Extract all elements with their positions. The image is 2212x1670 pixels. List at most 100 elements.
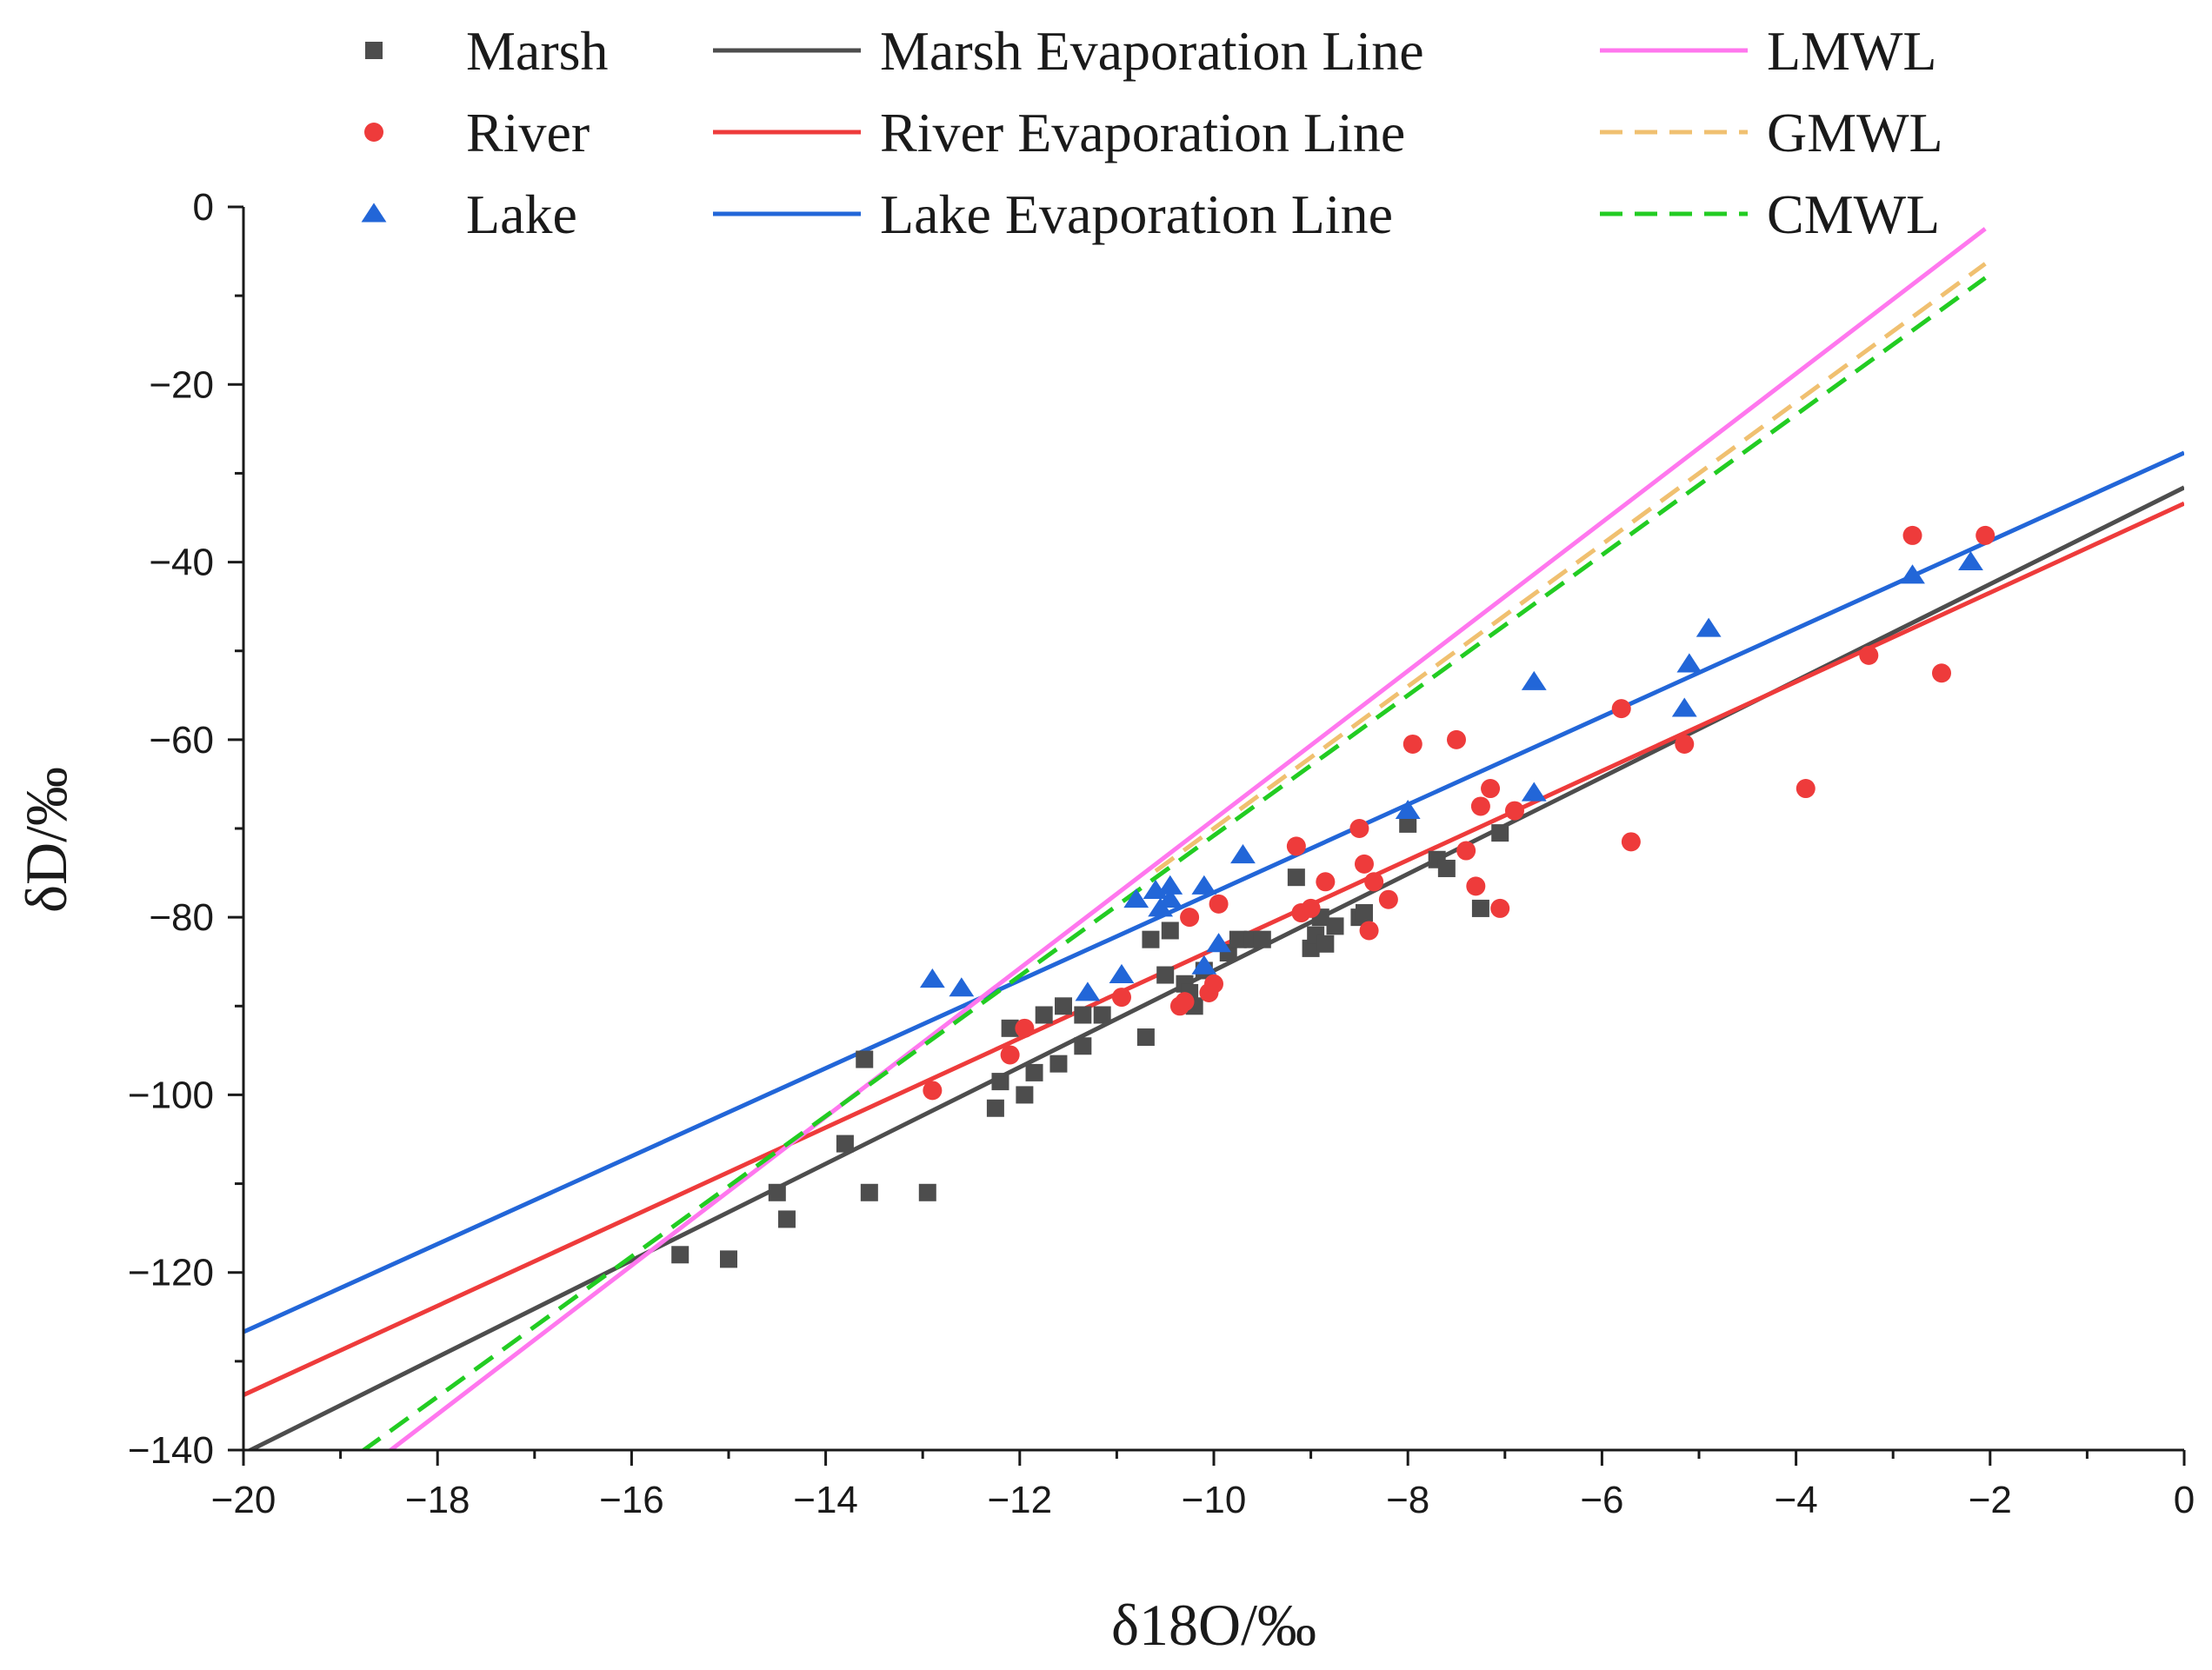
lake-point <box>1696 617 1722 637</box>
lmwl-line <box>387 227 1987 1450</box>
river-point <box>1975 525 1995 545</box>
lake-point <box>1521 670 1547 690</box>
marsh-point <box>1161 921 1179 940</box>
legend-swatch-lake <box>361 203 387 223</box>
marsh-point <box>918 1183 936 1201</box>
legend-label-gmwl: GMWL <box>1767 102 1943 163</box>
gmwl-line <box>1154 262 1987 874</box>
river-point <box>1456 841 1476 861</box>
river-point <box>1490 898 1510 918</box>
marsh-point <box>1491 824 1509 842</box>
marsh-point <box>1287 868 1305 887</box>
lake-point <box>1206 933 1231 953</box>
marsh-point <box>1001 1019 1019 1037</box>
marsh-point <box>1025 1063 1043 1081</box>
y-tick-label: 0 <box>193 186 214 229</box>
legend-label-marsh-evaporation-line: Marsh Evaporation Line <box>880 20 1424 82</box>
lake-point <box>1123 888 1149 908</box>
marsh-point <box>720 1250 737 1268</box>
marsh-point <box>671 1246 690 1264</box>
marsh-point <box>1035 1006 1053 1024</box>
lake-point <box>1191 875 1217 895</box>
marsh-point <box>1055 997 1073 1015</box>
marsh-point <box>1156 966 1175 984</box>
river-point <box>1359 921 1379 941</box>
x-tick-label: 0 <box>2174 1479 2195 1521</box>
x-tick-label: −18 <box>405 1479 470 1521</box>
lake-point <box>1671 697 1697 717</box>
marsh-point <box>1016 1086 1034 1104</box>
river-point <box>1111 988 1131 1008</box>
river-point <box>1364 872 1384 892</box>
marsh-point <box>986 1099 1004 1117</box>
x-tick-label: −16 <box>599 1479 664 1521</box>
lake-point <box>1395 799 1421 820</box>
legend-label-river: River <box>466 102 590 163</box>
river-point <box>1796 779 1816 799</box>
river-point <box>1286 836 1306 856</box>
lake-point <box>1521 782 1547 802</box>
marsh-point <box>1074 1037 1092 1055</box>
river-point <box>1378 889 1398 909</box>
x-tick-label: −8 <box>1386 1479 1429 1521</box>
regression-lines <box>243 227 2184 1450</box>
lake-point <box>1109 963 1135 983</box>
lake-point <box>1230 844 1256 864</box>
river-point <box>1175 992 1195 1012</box>
marsh-point <box>768 1183 786 1201</box>
river-point <box>1015 1018 1035 1038</box>
marsh-point <box>1074 1006 1092 1024</box>
marsh-point <box>1316 935 1335 953</box>
lake-point <box>1191 955 1217 975</box>
y-tick-label: −120 <box>128 1252 214 1294</box>
marsh-point <box>860 1183 878 1201</box>
marsh-point <box>1253 930 1271 948</box>
marsh-point <box>836 1134 854 1153</box>
legend: Marsh River Lake Marsh Evaporation Line Rive… <box>361 20 1943 245</box>
lake-point <box>949 977 975 997</box>
lake-point <box>1958 550 1983 571</box>
legend-swatch-river <box>364 123 383 142</box>
y-tick-label: −20 <box>149 363 214 406</box>
river-point <box>1902 525 1922 545</box>
x-tick-label: −20 <box>211 1479 276 1521</box>
y-tick-label: −140 <box>128 1429 214 1472</box>
cmwl-line <box>360 276 1987 1450</box>
x-tick-label: −2 <box>1969 1479 2012 1521</box>
river-point <box>1301 898 1321 918</box>
marsh-point <box>1136 1028 1155 1047</box>
y-tick-label: −60 <box>149 719 214 762</box>
marsh-point <box>856 1050 874 1068</box>
lake-point <box>1900 564 1925 584</box>
river-point <box>1621 832 1641 852</box>
marsh-point <box>1229 930 1247 948</box>
legend-label-lake: Lake <box>466 183 577 245</box>
y-tick-label: −100 <box>128 1074 214 1116</box>
marsh-point <box>1142 930 1160 948</box>
river-point <box>1859 645 1879 665</box>
marsh-point <box>1093 1006 1111 1024</box>
river-point <box>1349 819 1369 838</box>
y-tick-label: −40 <box>149 542 214 584</box>
legend-label-cmwl: CMWL <box>1767 183 1940 245</box>
marsh-point <box>1471 899 1489 917</box>
y-tick-label: −80 <box>149 896 214 939</box>
lake-point <box>1676 653 1702 673</box>
lake-point <box>1157 875 1183 895</box>
river-point <box>1447 729 1466 749</box>
marsh-point <box>1302 939 1320 957</box>
river-point <box>1402 734 1422 754</box>
river-point <box>1466 876 1486 896</box>
legend-label-marsh: Marsh <box>466 20 609 82</box>
marsh-point <box>1326 917 1344 935</box>
marsh-point <box>777 1210 796 1228</box>
lake-point <box>919 968 945 988</box>
x-tick-label: −12 <box>987 1479 1052 1521</box>
marsh-point <box>1355 904 1373 922</box>
river-point <box>1481 779 1501 799</box>
river-point <box>1675 734 1695 754</box>
river-point <box>1470 796 1490 816</box>
river-point <box>1209 894 1229 914</box>
